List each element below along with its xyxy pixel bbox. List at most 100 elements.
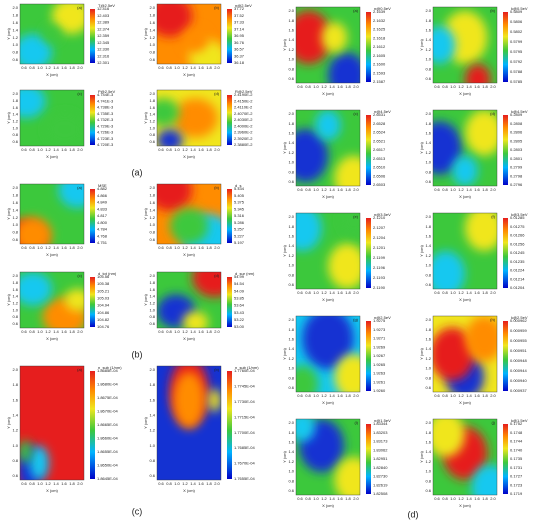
heatmap: [157, 272, 221, 328]
y-tick-label: 1.4: [425, 37, 431, 42]
y-tick-label: 1.2: [12, 35, 18, 40]
colorbar-tick-label: 2.1204: [373, 235, 386, 240]
colorbar-tick-label: 0.1727: [510, 474, 523, 479]
y-tick-label: 1.0: [149, 125, 155, 130]
x-tick-label: 0.8: [305, 84, 311, 89]
colorbar-tick-label: 0.01204: [510, 285, 525, 290]
colorbar-tick-label: 1.7685E-04: [234, 445, 255, 450]
colorbar-tick-label: 0.000951: [510, 348, 527, 353]
x-tick-label: 1.0: [37, 147, 43, 152]
panel-letter: (c): [353, 111, 358, 116]
heatmap-region: [433, 121, 462, 175]
panel-letter: (i): [354, 420, 358, 425]
map-frame: [156, 89, 222, 147]
y-tick-label: 0.8: [12, 50, 18, 55]
colorbar-tick-label: 4.800: [97, 220, 108, 225]
y-tick-label: 1.2: [149, 428, 155, 433]
panel-letter: (a): [77, 5, 83, 10]
colorbar: [503, 115, 508, 185]
colorbar-tick-label: 104.76: [97, 324, 110, 329]
colorbar-tick-label: 2.4150E-2: [234, 98, 253, 103]
colorbar-tick-label: 5.197: [234, 240, 245, 245]
panel-letter: (b): [214, 367, 220, 372]
y-axis-label: Y (cm): [143, 416, 148, 428]
map-frame: [432, 212, 498, 290]
y-tick-label: 1.8: [288, 430, 294, 435]
y-tick-label: 1.2: [12, 118, 18, 123]
heatmap: [157, 90, 221, 146]
y-tick-label: 1.4: [425, 140, 431, 145]
colorbar-tick-label: 1.7715E-04: [234, 414, 255, 419]
y-axis-label: Y (cm): [419, 141, 424, 153]
heatmap: [157, 366, 221, 480]
x-tick-label: 1.4: [329, 187, 335, 192]
colorbar-tick-label: 1.7655E-04: [234, 476, 255, 481]
heatmap-region: [296, 365, 319, 392]
colorbar-tick-label: 2.4000E-2: [234, 123, 253, 128]
colorbar-tick-label: 53.22: [234, 317, 245, 322]
colorbar-tick-label: 1.8665E-04: [97, 422, 118, 427]
y-axis-label: Y (cm): [282, 347, 287, 359]
y-tick-label: 2.0: [149, 273, 155, 278]
y-tick-label: 1.0: [288, 263, 294, 268]
y-tick-label: 1.0: [288, 160, 294, 165]
x-tick-label: 1.6: [337, 496, 343, 501]
colorbar-tick-label: 2.1196: [373, 265, 386, 270]
colorbar-tick-label: 2.6524: [373, 130, 386, 135]
colorbar-tick-label: 4.735E-3: [97, 111, 114, 116]
panel-letter: (h): [490, 317, 496, 322]
colorbar-tick-label: 1.9265: [373, 362, 386, 367]
heatmap-region: [157, 4, 193, 37]
colorbar-tick-label: 1.82508: [373, 491, 388, 496]
colorbar-tick-label: 4.729E-3: [97, 123, 114, 128]
y-tick-label: 0.8: [288, 478, 294, 483]
colorbar-tick-label: 0.5806: [510, 19, 523, 24]
x-tick-label: 2.0: [490, 187, 496, 192]
x-tick-label: 2.0: [490, 393, 496, 398]
y-tick-label: 1.0: [12, 222, 18, 227]
x-tick-label: 0.8: [166, 481, 172, 486]
y-tick-label: 1.8: [12, 12, 18, 17]
colorbar-tick-label: 54.54: [234, 281, 245, 286]
x-tick-label: 1.6: [198, 481, 204, 486]
colorbar-tick-label: 2.1193: [373, 275, 386, 280]
heatmap-region: [328, 52, 360, 83]
colorbar-tick-label: 1.8660E-04: [97, 436, 118, 441]
x-tick-label: 1.2: [458, 393, 464, 398]
colorbar-tick-label: 2.3880E-2: [234, 142, 253, 147]
heatmap-region: [29, 445, 49, 480]
colorbar-tick-label: 1.83173: [373, 439, 388, 444]
colorbar: [227, 95, 232, 145]
panel-title: P@2.5eV: [98, 89, 116, 94]
y-tick-label: 1.6: [425, 27, 431, 32]
x-tick-label: 1.6: [198, 147, 204, 152]
colorbar: [366, 424, 371, 494]
colorbar-tick-label: 2.1593: [373, 70, 386, 75]
colorbar-tick-label: 4.732E-3: [97, 117, 114, 122]
y-tick-label: 0.8: [425, 169, 431, 174]
colorbar-tick-label: 1.7730E-04: [234, 399, 255, 404]
x-tick-label: 1.2: [45, 329, 51, 334]
y-tick-label: 1.2: [425, 253, 431, 258]
colorbar-tick-label: 2.3960E-2: [234, 130, 253, 135]
y-tick-label: 1.8: [149, 382, 155, 387]
panel-letter: (b): [214, 5, 220, 10]
colorbar-tick-label: 53.64: [234, 303, 245, 308]
x-axis-label: X (cm): [46, 154, 58, 159]
x-tick-label: 1.8: [206, 245, 212, 250]
x-axis-label: X (cm): [46, 336, 58, 341]
colorbar-tick-label: 0.1731: [510, 465, 523, 470]
colorbar-tick-label: 5.316: [234, 213, 245, 218]
x-tick-label: 1.4: [190, 245, 196, 250]
x-tick-label: 1.4: [329, 84, 335, 89]
x-tick-label: 1.4: [53, 481, 59, 486]
panel-letter: (d): [214, 91, 220, 96]
x-tick-label: 2.0: [353, 496, 359, 501]
colorbar-tick-label: 0.1752: [510, 421, 523, 426]
heatmap: [20, 272, 84, 328]
y-tick-label: 1.8: [288, 224, 294, 229]
x-tick-label: 1.4: [190, 65, 196, 70]
heatmap: [433, 7, 497, 83]
